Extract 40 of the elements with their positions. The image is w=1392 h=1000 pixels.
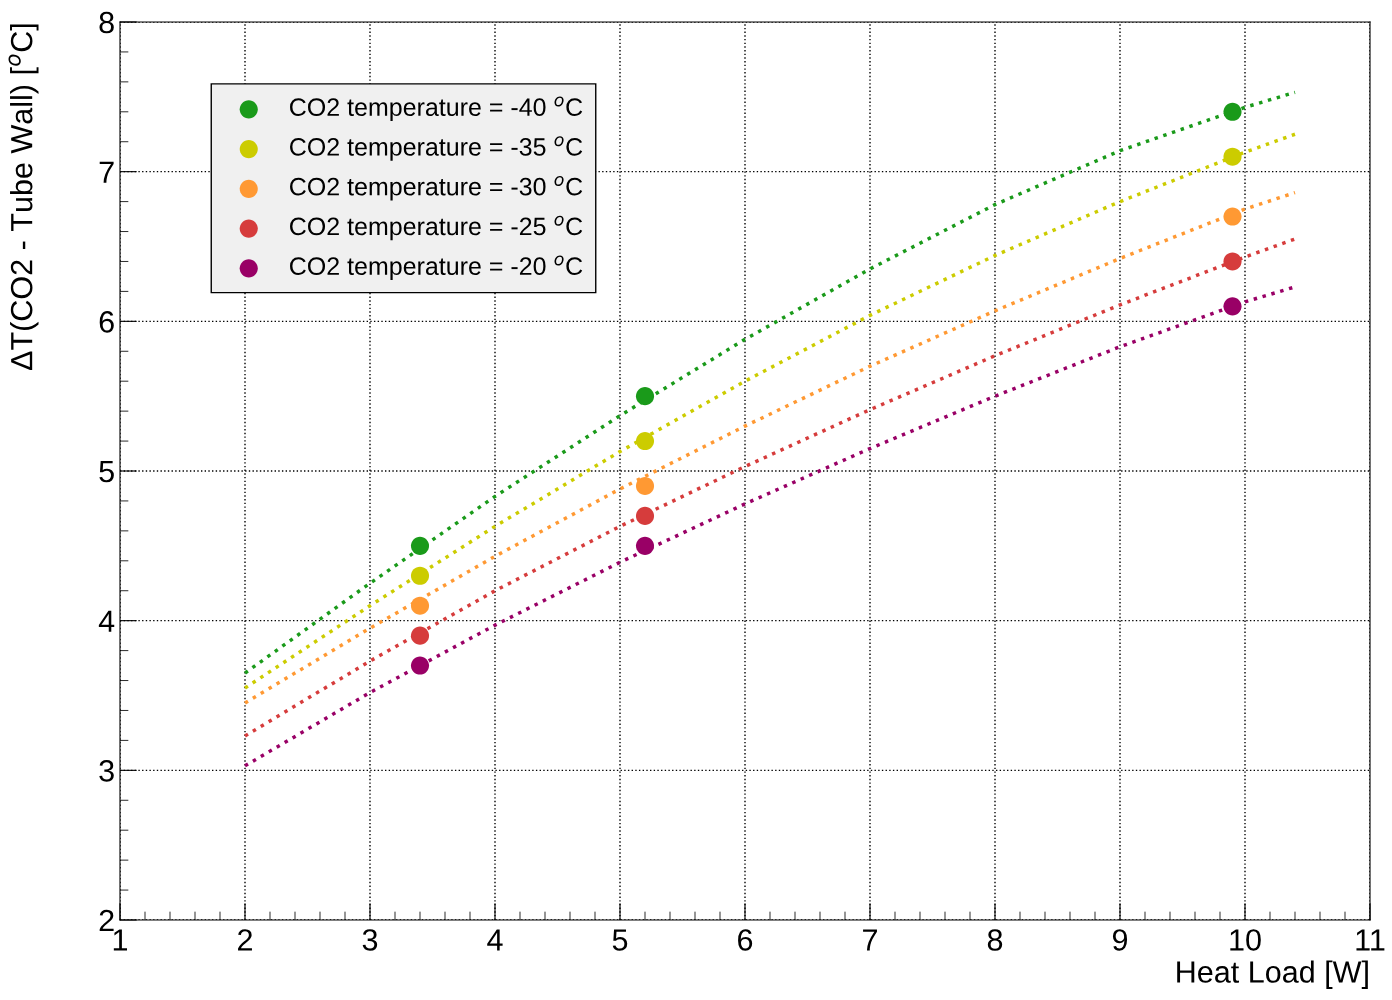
legend-label: CO2 temperature = -35 $^{o}$C — [290, 136, 583, 161]
x-tick-label: 4 — [487, 929, 503, 951]
point — [410, 596, 430, 615]
point — [635, 506, 655, 525]
legend-label: CO2 temperature = -25 $^{o}$C — [290, 215, 583, 241]
y-tick-label: 7 — [99, 161, 114, 183]
point — [1223, 252, 1242, 271]
point — [635, 432, 655, 451]
point — [635, 476, 655, 496]
point — [1223, 207, 1242, 226]
y-axis-title: ΔT(CO2 - Tube Wall) [$^{o}$C] — [8, 24, 39, 371]
legend-label: CO2 temperature = -20 $^{o}$C — [290, 255, 583, 280]
x-tick-label: 5 — [612, 929, 628, 951]
point — [410, 626, 430, 645]
x-tick-label: 10 — [1230, 929, 1261, 951]
y-tick-label: 6 — [99, 311, 114, 333]
legend-label: CO2 temperature = -30 $^{o}$C — [290, 175, 583, 201]
y-tick-label: 5 — [99, 461, 114, 483]
y-tick-label: 3 — [99, 760, 114, 782]
x-tick-label: 11 — [1356, 929, 1385, 951]
x-tick-label: 6 — [738, 929, 753, 951]
legend-label: CO2 temperature = -40 $^{o}$C — [290, 96, 583, 121]
point — [410, 656, 430, 675]
y-tick-label: 2 — [99, 909, 114, 932]
y-tick-label: 8 — [99, 11, 114, 34]
point — [635, 387, 655, 406]
point — [1223, 147, 1242, 166]
point — [635, 536, 655, 555]
x-tick-label: 2 — [238, 929, 252, 951]
x-axis-title: Heat Load [W] — [1177, 960, 1368, 989]
point — [1223, 102, 1242, 121]
x-tick-label: 1 — [113, 929, 128, 951]
x-tick-label: 7 — [863, 929, 877, 951]
x-tick-label: 9 — [1112, 929, 1128, 951]
x-tick-label: 3 — [362, 929, 378, 951]
point — [410, 566, 430, 585]
point — [1223, 297, 1242, 316]
x-tick-label: 8 — [987, 929, 1003, 951]
point — [410, 536, 430, 555]
y-tick-label: 4 — [98, 610, 115, 632]
